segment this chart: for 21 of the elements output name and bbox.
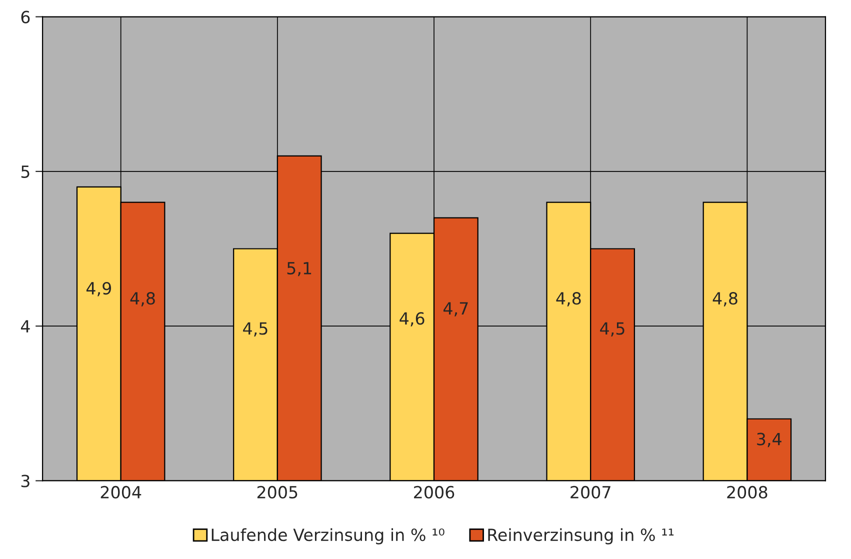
- x-tick-label: 2004: [100, 486, 142, 498]
- data-label: 4,7: [443, 302, 468, 316]
- y-tick-label: 6: [21, 10, 30, 24]
- data-label: 4,9: [86, 282, 111, 296]
- data-label: 3,4: [757, 432, 782, 448]
- data-label: 4,8: [130, 292, 155, 306]
- x-tick-label: 2006: [414, 486, 454, 498]
- y-tick-label: 4: [20, 320, 30, 332]
- data-label: 4,8: [556, 292, 581, 306]
- legend-label: Reinverzinsung in % ¹¹: [488, 528, 674, 544]
- data-label: 5,1: [287, 262, 312, 276]
- y-tick-label: 5: [21, 166, 30, 178]
- data-label: 4,8: [712, 292, 738, 306]
- legend-label: Laufende Verzinsung in % ¹⁰: [212, 528, 444, 544]
- x-tick-label: 2008: [727, 486, 768, 498]
- y-tick-label: 3: [21, 474, 30, 488]
- x-tick-label: 2007: [570, 486, 610, 498]
- data-label: 4,6: [400, 312, 424, 326]
- x-tick-label: 2005: [257, 486, 298, 498]
- data-label: 4,5: [243, 322, 268, 336]
- data-label: 4,5: [600, 322, 624, 336]
